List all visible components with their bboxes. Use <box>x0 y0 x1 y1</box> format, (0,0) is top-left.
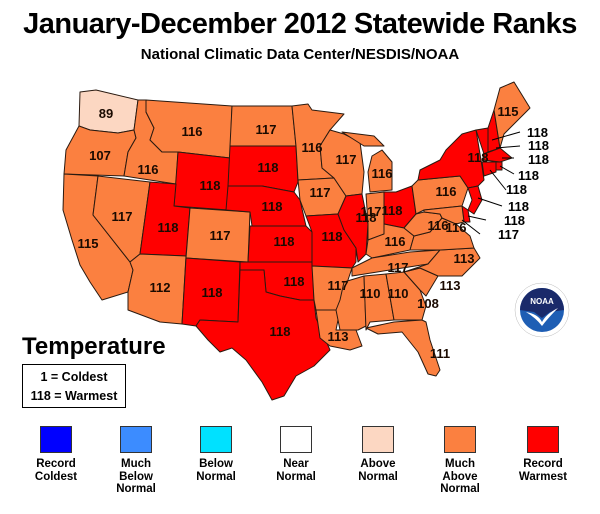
state-rank-ID: 116 <box>138 162 159 177</box>
state-rank-MO: 118 <box>322 229 343 244</box>
state-rank-NH: 118 <box>528 138 549 153</box>
rank-key-warmest: 118 = Warmest <box>30 389 118 403</box>
state-rank-WY: 118 <box>200 178 221 193</box>
legend-swatch <box>200 426 232 453</box>
state-rank-IA: 117 <box>310 185 331 200</box>
state-rank-CT: 118 <box>506 182 527 197</box>
state-rank-ND: 117 <box>256 122 277 137</box>
legend-swatch <box>280 426 312 453</box>
state-rank-OH: 118 <box>382 203 403 218</box>
color-legend: Record Coldest Much Below Normal Below Norma… <box>0 426 600 506</box>
state-rank-IL: 118 <box>356 210 377 225</box>
state-rank-NV: 117 <box>112 209 133 224</box>
state-rank-SC: 113 <box>440 278 461 293</box>
legend-item-near-normal: Near Normal <box>256 426 336 483</box>
legend-item-much-above-normal: Much Above Normal <box>420 426 500 496</box>
state-rank-AR: 117 <box>328 278 349 293</box>
legend-label: Record Warmest <box>518 458 568 483</box>
state-rank-MN: 116 <box>302 140 323 155</box>
state-rank-AL: 110 <box>388 286 409 301</box>
state-rank-MA: 118 <box>528 152 549 167</box>
state-rank-labels: 89 107 115 116 117 116 118 118 112 117 1… <box>78 104 519 361</box>
state-rank-NM: 118 <box>202 285 223 300</box>
state-rank-WV: 116 <box>428 218 449 233</box>
state-rank-UT: 118 <box>158 220 179 235</box>
state-rank-CO: 117 <box>210 228 231 243</box>
state-rank-WI: 117 <box>336 152 357 167</box>
state-FL <box>365 319 441 377</box>
legend-item-record-coldest: Record Coldest <box>16 426 96 483</box>
state-IL <box>337 193 369 263</box>
legend-item-much-below-normal: Much Below Normal <box>96 426 176 496</box>
legend-swatch <box>527 426 559 453</box>
state-rank-IN: 117 <box>361 204 382 219</box>
state-rank-ME: 115 <box>498 104 519 119</box>
state-rank-CA: 115 <box>78 236 99 251</box>
state-rank-MD: 117 <box>498 227 519 242</box>
svg-text:NOAA: NOAA <box>530 297 554 306</box>
state-rank-KY: 116 <box>385 234 406 249</box>
legend-label: Much Above Normal <box>440 458 480 495</box>
legend-label: Above Normal <box>358 458 398 483</box>
rank-key-box: 1 = Coldest 118 = Warmest <box>22 364 126 408</box>
state-rank-WA: 89 <box>99 106 113 121</box>
state-rank-NY: 118 <box>468 150 489 165</box>
state-rank-MS: 110 <box>360 286 381 301</box>
state-rank-NC: 113 <box>454 251 475 266</box>
state-rank-VA: 116 <box>446 220 467 235</box>
legend-label: Record Coldest <box>34 458 78 483</box>
legend-item-record-warmest: Record Warmest <box>503 426 583 483</box>
state-rank-NJ: 118 <box>508 199 529 214</box>
map-subtitle: National Climatic Data Center/NESDIS/NOA… <box>140 46 460 63</box>
state-rank-OK: 118 <box>284 274 305 289</box>
state-rank-MT: 116 <box>182 124 203 139</box>
state-rank-RI: 118 <box>518 168 539 183</box>
state-rank-TX: 118 <box>270 324 291 339</box>
state-NY <box>417 129 485 189</box>
rank-key-coldest: 1 = Coldest <box>40 370 108 384</box>
state-TX <box>195 269 331 401</box>
state-rank-DE: 118 <box>504 213 525 228</box>
state-rank-NE: 118 <box>262 199 283 214</box>
state-rank-GA: 108 <box>417 296 439 311</box>
state-NJ <box>467 185 483 215</box>
state-MD <box>423 205 465 225</box>
state-rank-VT: 118 <box>527 125 548 140</box>
legend-swatch <box>120 426 152 453</box>
legend-item-above-normal: Above Normal <box>338 426 418 483</box>
legend-label: Below Normal <box>196 458 236 483</box>
state-AL <box>363 273 395 331</box>
offshore-labels <box>461 131 521 235</box>
legend-swatch <box>444 426 476 453</box>
legend-label: Near Normal <box>276 458 316 483</box>
state-rank-AZ: 112 <box>150 280 171 295</box>
legend-title: Temperature <box>22 333 166 360</box>
state-RI <box>495 161 503 171</box>
us-state-rank-map: 89 107 115 116 117 116 118 118 112 117 1… <box>62 81 549 401</box>
legend-swatch <box>362 426 394 453</box>
legend-label: Much Below Normal <box>116 458 156 495</box>
state-MI <box>341 131 393 193</box>
legend-swatch <box>40 426 72 453</box>
state-rank-PA: 116 <box>436 184 457 199</box>
state-rank-TN: 117 <box>388 260 409 275</box>
state-rank-LA: 113 <box>328 329 349 344</box>
map-title: January-December 2012 Statewide Ranks <box>23 8 577 40</box>
offshore-rank-labels: 118 118 118 118 118 118 118 117 <box>498 125 549 242</box>
noaa-logo: NOAA <box>514 282 570 338</box>
state-rank-MI: 116 <box>372 166 393 181</box>
state-rank-OR: 107 <box>89 148 111 163</box>
legend-item-below-normal: Below Normal <box>176 426 256 483</box>
state-rank-KS: 118 <box>274 234 295 249</box>
state-rank-SD: 118 <box>258 160 279 175</box>
state-rank-FL: 111 <box>430 346 450 361</box>
